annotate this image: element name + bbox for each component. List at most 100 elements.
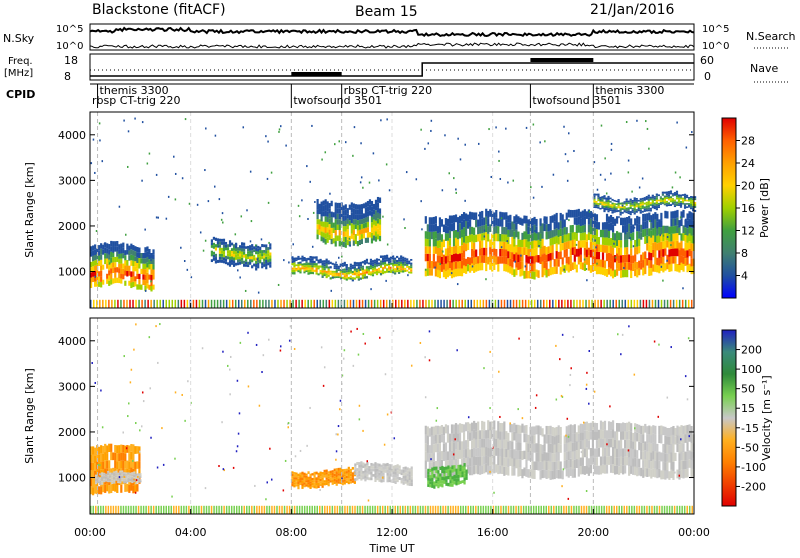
power-cell [152,264,155,270]
velocity-cell [333,471,336,474]
power-cell [323,274,326,277]
power-cell [485,224,488,233]
power-cell [660,265,663,268]
power-cell [669,204,673,207]
power-cell [629,213,632,216]
power-cell [92,138,95,141]
power-cell [392,255,395,258]
power-cell [646,127,649,130]
power-cell [253,257,256,261]
velocity-cell [662,426,665,436]
velocity-cell [682,460,685,470]
power-cell [436,226,439,234]
velocity-cell [682,434,685,444]
power-cell [267,256,270,260]
power-cell [669,200,673,203]
power-cell [335,269,338,271]
power-cell [426,246,429,254]
power-cell [136,273,139,279]
velocity-cell [434,469,437,479]
velocity-cell [593,422,597,432]
power-cell [424,216,427,224]
velocity-cell [356,327,358,330]
power-cell [654,212,657,220]
power-cell [481,248,484,256]
power-cell [263,250,266,253]
power-cell [303,263,306,266]
colorbar-tick-label: -15 [741,422,759,435]
power-cell [334,224,337,231]
power-cell [446,218,450,227]
power-cell [519,247,522,255]
velocity-cell [123,474,126,476]
velocity-cell [551,444,554,454]
power-cell [431,299,433,308]
velocity-cell [648,434,651,443]
power-cell [495,126,497,129]
velocity-cell [571,425,574,434]
power-cell [561,214,564,222]
velocity-cell [658,343,660,346]
power-cell [331,274,334,277]
power-cell [325,299,328,308]
power-cell [224,244,228,248]
power-cell [466,221,470,229]
power-cell [230,259,234,263]
power-cell [458,299,460,308]
velocity-cell [243,505,246,514]
power-cell [483,235,486,238]
power-cell [152,249,155,255]
power-cell [671,193,675,195]
power-cell [671,186,674,189]
velocity-cell [331,472,334,476]
velocity-cell [525,468,528,477]
velocity-cell [638,505,641,514]
velocity-cell [654,434,657,444]
velocity-cell [438,443,442,452]
power-cell [535,255,538,263]
power-cell [410,264,413,267]
power-cell [665,200,669,203]
velocity-cell [433,474,436,478]
velocity-cell [489,465,492,475]
power-cell [662,279,664,282]
power-cell [660,212,663,221]
velocity-cell [121,470,124,473]
velocity-cell [545,470,548,479]
velocity-cell [424,425,427,435]
power-cell [100,254,103,260]
power-cell [361,270,364,273]
power-cell [387,257,391,260]
power-cell [226,250,230,254]
power-cell [599,198,602,201]
velocity-cell [414,505,417,514]
velocity-cell [658,425,661,435]
power-cell [686,257,689,265]
velocity-cell [371,505,374,514]
power-cell [686,220,689,229]
power-cell [612,299,614,308]
power-cell [313,256,316,259]
power-cell [613,233,617,241]
velocity-cell [335,468,338,472]
velocity-cell [489,430,492,440]
velocity-cell [545,452,548,462]
power-cell [108,275,111,281]
velocity-cell [178,505,180,514]
power-cell [593,263,597,272]
velocity-cell [97,505,100,514]
power-cell [509,299,512,308]
power-cell [278,128,281,131]
power-cell [323,268,326,271]
power-cell [678,250,681,258]
power-cell [377,271,381,274]
velocity-cell [570,505,573,514]
velocity-cell [527,434,530,444]
power-cell [626,217,629,225]
power-cell [561,299,563,308]
velocity-cell [690,468,693,477]
velocity-cell [438,451,442,460]
power-cell [92,261,95,267]
power-cell [620,270,623,278]
power-cell [410,258,413,261]
